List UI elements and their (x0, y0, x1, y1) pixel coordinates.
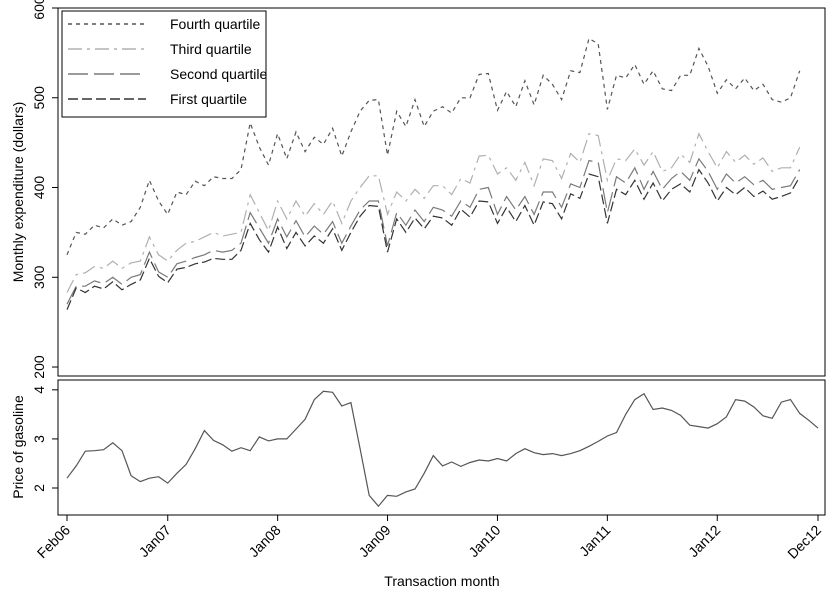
expenditure-y-tick-label: 500 (31, 86, 47, 110)
x-tick-label: Jan12 (685, 522, 723, 560)
gasoline-y-axis: 2 3 4 (31, 386, 58, 492)
gasoline-y-tick-label: 4 (31, 386, 47, 394)
series-line-third-quartile (66, 132, 801, 293)
expenditure-plot-frame (57, 7, 826, 377)
gasoline-series-lines (66, 390, 819, 508)
x-tick-label: Feb06 (34, 522, 74, 562)
x-tick-label: Jan07 (136, 522, 174, 560)
x-axis: Feb06 Jan07 Jan08 Jan09 Jan10 Jan11 Jan12 Dec12 (34, 515, 824, 562)
legend: Fourth quartile Third quartile Second quar… (61, 10, 268, 118)
x-tick-label: Dec12 (784, 522, 824, 562)
series-line-second-quartile (66, 157, 801, 305)
expenditure-panel: 200 300 400 500 600 Fourth quartile Third qua… (10, 0, 826, 379)
gasoline-y-tick-label: 3 (31, 435, 47, 443)
x-axis-label: Transaction month (384, 573, 499, 589)
legend-label: Fourth quartile (170, 16, 260, 32)
x-tick-label: Jan09 (355, 522, 393, 560)
expenditure-y-tick-label: 600 (31, 0, 47, 20)
legend-label: First quartile (170, 91, 247, 107)
x-tick-label: Jan10 (465, 522, 503, 560)
expenditure-series-lines (66, 37, 801, 310)
gasoline-y-tick-label: 2 (31, 484, 47, 492)
series-line-first-quartile (66, 168, 801, 310)
expenditure-y-tick-label: 200 (31, 355, 47, 379)
gasoline-price-line (66, 390, 819, 508)
expenditure-y-tick-label: 400 (31, 176, 47, 200)
x-tick-label: Jan08 (245, 522, 283, 560)
x-tick-label: Jan11 (576, 522, 614, 560)
expenditure-y-axis: 200 300 400 500 600 (31, 0, 58, 379)
legend-label: Third quartile (170, 41, 252, 57)
gasoline-panel: 2 3 4 Feb06 Jan07 Jan08 Jan09 Jan10 Jan11 Jan12 D… (10, 379, 826, 589)
gasoline-y-axis-label: Price of gasoline (10, 395, 26, 499)
expenditure-y-tick-label: 300 (31, 265, 47, 289)
legend-label: Second quartile (170, 66, 268, 82)
expenditure-y-axis-label: Monthly expenditure (dollars) (10, 102, 26, 283)
gasoline-plot-frame (57, 379, 826, 516)
